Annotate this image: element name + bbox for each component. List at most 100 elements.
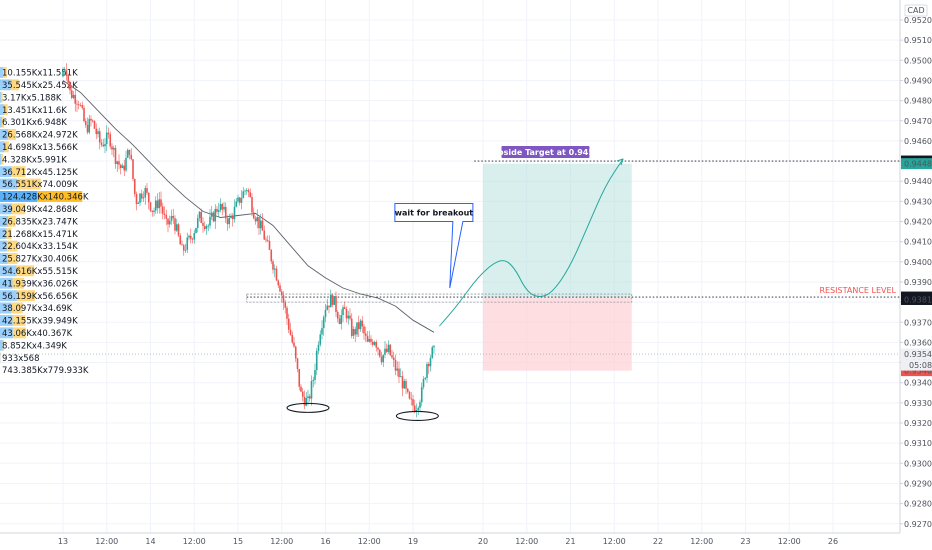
candle-body: [424, 377, 427, 379]
vp-sell-bar: [8, 215, 16, 227]
vp-sell-bar: [10, 79, 19, 91]
vp-label: 39.049Kx42.868K: [2, 205, 78, 215]
candle-body: [308, 396, 311, 399]
candle-body: [216, 208, 218, 212]
horizontal-lines[interactable]: RESISTANCE LEVEL: [0, 160, 900, 355]
candle-body: [342, 307, 344, 316]
candle-body: [431, 347, 434, 358]
vp-sell-bar: [4, 104, 8, 116]
vp-sell-bar: [6, 240, 18, 252]
vp-buy-bar: [0, 253, 8, 264]
candle-body: [210, 212, 213, 217]
candle-body: [175, 224, 178, 231]
candle-body: [406, 388, 409, 392]
vp-buy-bar: [0, 104, 5, 116]
candle-body: [161, 206, 164, 214]
vp-label: 56.159Kx56.656K: [2, 292, 78, 302]
candle-body: [277, 280, 280, 286]
candle-body: [252, 212, 255, 219]
time-axis[interactable]: 13 12:00 14 12:00 15 12:00 16 12:00 19 20 12:00 21 1…: [0, 532, 900, 550]
candle-body: [221, 203, 224, 210]
vp-buy-bar: [0, 178, 17, 190]
candle-body: [361, 320, 364, 327]
candle-body: [270, 249, 273, 262]
vp-buy-bar: [0, 228, 7, 240]
vp-buy-bar: [0, 191, 38, 202]
candle-body: [408, 391, 411, 399]
candle-body: [198, 211, 201, 219]
bottom-ellipse[interactable]: [286, 402, 330, 413]
vp-sell-bar: [2, 339, 5, 351]
candle-body: [254, 218, 257, 222]
candle-body: [137, 202, 140, 204]
bottom-ellipse[interactable]: [395, 410, 439, 421]
candle-body: [380, 356, 383, 363]
profit-zone: [483, 163, 632, 298]
candle-body: [265, 239, 267, 241]
long-position-tool[interactable]: [483, 163, 632, 371]
candle-body: [70, 90, 73, 98]
time-tick-label: 14: [145, 537, 155, 546]
callout-box[interactable]: [394, 203, 474, 289]
moving-average: [62, 80, 435, 333]
candle-body: [298, 368, 301, 387]
candle-body: [389, 344, 392, 356]
candle-body: [324, 309, 327, 318]
projection-path[interactable]: [438, 158, 624, 327]
candle-body: [273, 268, 276, 270]
annotations[interactable]: Upside Target at 0.9450 wait for breakout: [286, 146, 600, 421]
candle-body: [364, 333, 367, 336]
candle-body: [347, 315, 350, 319]
candle-body: [97, 131, 99, 135]
candle-body: [354, 329, 357, 335]
candle-body: [149, 202, 152, 211]
upside-target-badge[interactable]: [501, 146, 590, 159]
vp-sell-bar: [7, 129, 16, 140]
vp-label: 54.616Kx55.515K: [2, 267, 78, 277]
candle-body: [238, 197, 241, 203]
projection-curve[interactable]: [438, 158, 624, 327]
candle-body: [170, 215, 173, 221]
vp-buy-bar: [0, 302, 12, 314]
vp-buy-bar: [0, 129, 8, 140]
vp-sell-bar: [16, 290, 35, 302]
candle-body: [333, 296, 336, 305]
candle-body: [326, 305, 329, 310]
vp-buy-bar: [0, 315, 13, 326]
time-tick-label: 12:00: [603, 537, 626, 546]
vp-sell-bar: [11, 203, 26, 215]
candle-body: [401, 376, 404, 389]
candle-body: [116, 161, 119, 164]
candle-body: [387, 344, 390, 352]
candle-body: [195, 227, 197, 234]
candle-body: [74, 94, 77, 104]
candle-body: [385, 348, 388, 352]
candle-body: [203, 225, 206, 229]
candle-body: [280, 291, 283, 296]
candle-body: [182, 245, 185, 251]
candle-body: [133, 178, 136, 195]
candle-body: [217, 210, 220, 212]
vp-label: 41.939Kx36.026K: [2, 279, 78, 289]
candle-body: [240, 198, 243, 203]
candle-body: [174, 218, 176, 231]
vp-sell-bar: [12, 277, 25, 289]
time-tick-label: 12:00: [358, 537, 381, 546]
candle-body: [81, 105, 84, 108]
candle-body: [84, 121, 87, 125]
candles: [62, 63, 435, 418]
candle-body: [244, 190, 246, 192]
candle-body: [356, 322, 358, 335]
candle-body: [396, 368, 399, 371]
vp-label: 933x568: [2, 354, 39, 364]
vp-label: 4.328Kx5.991K: [2, 155, 67, 165]
vp-sell-bar: [1, 153, 4, 165]
candle-body: [394, 359, 397, 371]
